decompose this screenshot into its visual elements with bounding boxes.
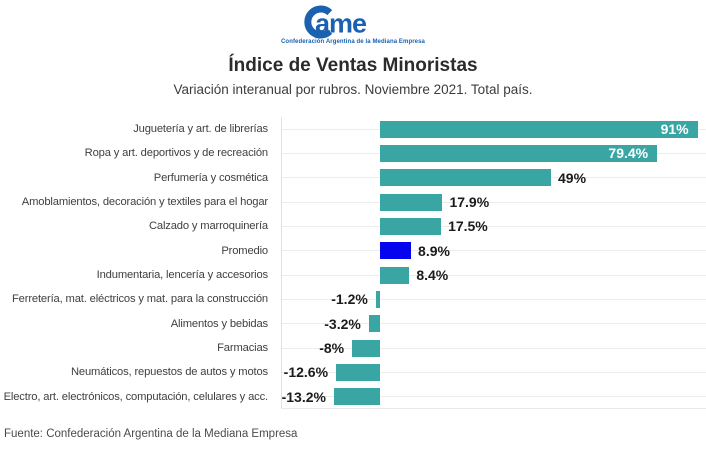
gridline xyxy=(282,274,706,276)
gridline xyxy=(282,323,706,325)
gridline xyxy=(282,396,706,398)
category-label: Farmacias xyxy=(217,342,268,355)
gridline xyxy=(282,299,706,301)
came-logo: ame Confederación Argentina de la Median… xyxy=(0,0,706,46)
value-label: -3.2% xyxy=(324,315,361,332)
source-note: Fuente: Confederación Argentina de la Me… xyxy=(4,428,298,441)
category-label: Amoblamientos, decoración y textiles par… xyxy=(21,196,268,209)
value-label: -8% xyxy=(319,340,345,357)
category-label: Electro, art. electrónicos, computación,… xyxy=(3,390,269,403)
chart-row: Indumentaria, lencería y accesorios 8.4% xyxy=(0,263,706,288)
plot-cell: 91% xyxy=(281,117,706,142)
plot-cell: -8% xyxy=(281,336,706,361)
bar xyxy=(380,266,410,284)
bar xyxy=(336,364,380,382)
value-label: 79.4% xyxy=(608,145,649,162)
plot-cell: 79.4% xyxy=(281,141,706,166)
value-label: 8.9% xyxy=(418,242,450,259)
chart-row: Neumáticos, repuestos de autos y motos -1… xyxy=(0,360,706,385)
value-label: 91% xyxy=(660,121,689,137)
gridline xyxy=(282,201,706,203)
bar xyxy=(380,242,412,260)
chart-row: Perfumería y cosmética 49% xyxy=(0,165,706,191)
category-label: Perfumería y cosmética xyxy=(153,171,268,184)
chart-row: Farmacias -8% xyxy=(0,336,706,361)
page-subtitle: Variación interanual por rubros. Noviemb… xyxy=(173,82,533,97)
value-label: -12.6% xyxy=(283,364,329,381)
bar xyxy=(380,218,442,236)
chart-row: Electro, art. electrónicos, computación,… xyxy=(0,384,706,410)
gridline xyxy=(282,250,706,252)
category-label: Ferretería, mat. eléctricos y mat. para … xyxy=(12,293,268,306)
plot-cell: -12.6% xyxy=(281,360,706,385)
value-label: 17.9% xyxy=(449,194,490,211)
chart-header: ame Confederación Argentina de la Median… xyxy=(0,0,706,98)
chart-row: Ropa y art. deportivos y de recreación 79… xyxy=(0,141,706,166)
bar xyxy=(380,193,443,211)
came-logo-subtitle: Confederación Argentina de la Mediana Em… xyxy=(281,39,425,45)
bar xyxy=(380,169,551,187)
svg-text:ame: ame xyxy=(315,9,367,39)
plot-cell: 17.5% xyxy=(281,214,706,239)
category-label: Neumáticos, repuestos de autos y motos xyxy=(70,366,268,379)
plot-cell: -13.2% xyxy=(281,384,706,410)
plot-cell: 17.9% xyxy=(281,190,706,215)
bar xyxy=(380,145,658,163)
category-label: Calzado y marroquinería xyxy=(148,220,268,233)
bar xyxy=(333,388,380,406)
bar-chart: Juguetería y art. de librerías 91% Ropa y … xyxy=(0,117,706,410)
value-label: 49% xyxy=(558,169,587,186)
value-label: -13.2% xyxy=(281,388,326,405)
chart-row: Alimentos y bebidas -3.2% xyxy=(0,311,706,337)
category-label: Alimentos y bebidas xyxy=(170,317,268,330)
gridline xyxy=(282,372,706,374)
plot-cell: -1.2% xyxy=(281,287,706,312)
chart-row: Juguetería y art. de librerías 91% xyxy=(0,117,706,142)
chart-row: Promedio 8.9% xyxy=(0,238,706,264)
came-logo-mark: ame xyxy=(304,5,368,39)
category-label: Indumentaria, lencería y accesorios xyxy=(96,269,269,282)
category-label: Ropa y art. deportivos y de recreación xyxy=(84,147,268,160)
bar xyxy=(352,339,380,357)
category-label: Promedio xyxy=(221,244,268,257)
page-title: Índice de Ventas Minoristas xyxy=(228,55,478,76)
bar xyxy=(368,315,380,333)
plot-cell: 8.9% xyxy=(281,238,706,264)
plot-cell: -3.2% xyxy=(281,311,706,337)
chart-row: Amoblamientos, decoración y textiles par… xyxy=(0,190,706,215)
bar xyxy=(380,120,698,138)
value-label: 17.5% xyxy=(448,218,488,235)
value-label: 8.4% xyxy=(416,267,449,284)
chart-row: Ferretería, mat. eléctricos y mat. para … xyxy=(0,287,706,312)
category-label: Juguetería y art. de librerías xyxy=(133,123,268,135)
bar xyxy=(375,291,380,309)
value-label: -1.2% xyxy=(331,291,368,308)
gridline xyxy=(282,226,706,228)
plot-cell: 8.4% xyxy=(281,263,706,288)
plot-cell: 49% xyxy=(281,165,706,191)
gridline xyxy=(282,347,706,349)
chart-row: Calzado y marroquinería 17.5% xyxy=(0,214,706,239)
